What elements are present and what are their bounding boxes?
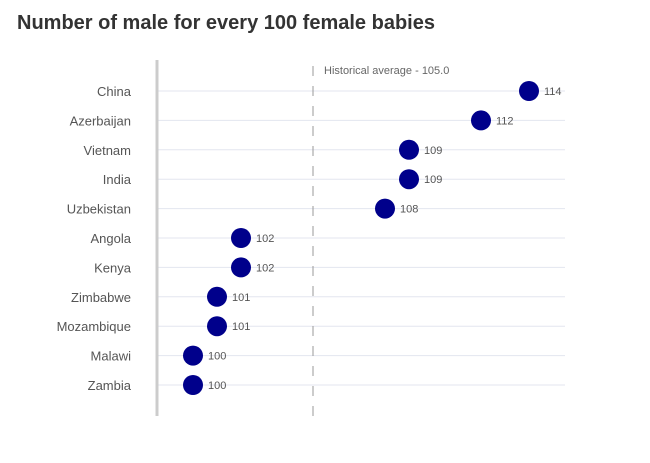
data-point bbox=[519, 81, 539, 101]
category-label: China bbox=[97, 84, 132, 99]
category-label: Azerbaijan bbox=[70, 113, 131, 128]
data-point bbox=[471, 110, 491, 131]
value-label: 102 bbox=[256, 233, 274, 245]
value-label: 112 bbox=[496, 115, 514, 127]
value-label: 101 bbox=[232, 292, 250, 304]
category-label: Zambia bbox=[88, 378, 132, 393]
value-label: 102 bbox=[256, 262, 274, 274]
data-point bbox=[207, 286, 227, 307]
category-label: Vietnam bbox=[84, 143, 131, 158]
data-point bbox=[183, 345, 203, 366]
reference-label: Historical average - 105.0 bbox=[324, 65, 449, 77]
data-point bbox=[183, 375, 203, 395]
value-label: 114 bbox=[544, 86, 562, 98]
data-point bbox=[207, 316, 227, 337]
value-label: 100 bbox=[208, 380, 226, 392]
category-label: Malawi bbox=[91, 349, 132, 364]
category-label: Zimbabwe bbox=[71, 290, 131, 305]
category-label: Uzbekistan bbox=[67, 202, 131, 217]
category-label: Mozambique bbox=[57, 319, 131, 334]
data-point bbox=[375, 198, 395, 219]
data-point bbox=[399, 169, 419, 190]
data-point bbox=[231, 228, 251, 248]
data-point bbox=[399, 139, 419, 160]
category-label: Angola bbox=[91, 231, 132, 246]
value-label: 100 bbox=[208, 351, 226, 363]
category-label: Kenya bbox=[94, 260, 132, 275]
value-label: 108 bbox=[400, 204, 418, 216]
value-label: 109 bbox=[424, 174, 442, 186]
value-label: 109 bbox=[424, 145, 442, 157]
category-label: India bbox=[103, 172, 132, 187]
chart-title: Number of male for every 100 female babi… bbox=[17, 12, 435, 34]
data-point bbox=[231, 257, 251, 278]
value-label: 101 bbox=[232, 321, 250, 333]
